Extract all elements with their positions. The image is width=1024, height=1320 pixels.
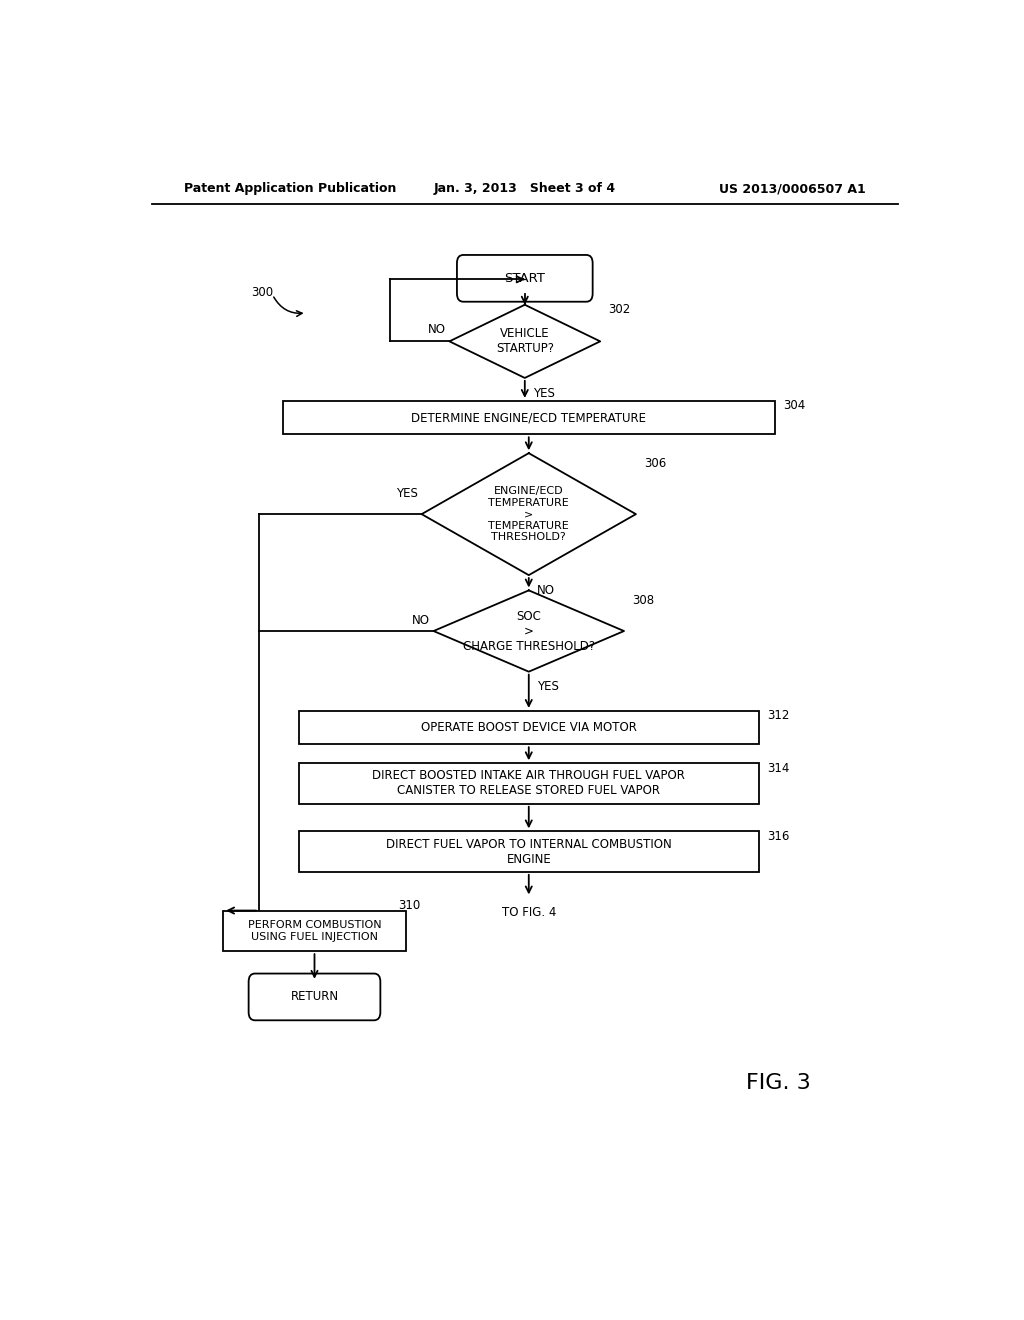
Text: YES: YES xyxy=(537,680,558,693)
Text: RETURN: RETURN xyxy=(291,990,339,1003)
Text: Jan. 3, 2013   Sheet 3 of 4: Jan. 3, 2013 Sheet 3 of 4 xyxy=(434,182,615,195)
Text: YES: YES xyxy=(396,487,418,500)
Text: US 2013/0006507 A1: US 2013/0006507 A1 xyxy=(719,182,866,195)
Text: DETERMINE ENGINE/ECD TEMPERATURE: DETERMINE ENGINE/ECD TEMPERATURE xyxy=(412,411,646,424)
Text: 312: 312 xyxy=(767,709,790,722)
FancyBboxPatch shape xyxy=(249,974,380,1020)
Text: FIG. 3: FIG. 3 xyxy=(746,1073,811,1093)
Text: ENGINE/ECD
TEMPERATURE
>
TEMPERATURE
THRESHOLD?: ENGINE/ECD TEMPERATURE > TEMPERATURE THR… xyxy=(488,486,569,543)
Text: DIRECT FUEL VAPOR TO INTERNAL COMBUSTION
ENGINE: DIRECT FUEL VAPOR TO INTERNAL COMBUSTION… xyxy=(386,838,672,866)
Text: Patent Application Publication: Patent Application Publication xyxy=(183,182,396,195)
Text: NO: NO xyxy=(427,322,445,335)
Text: 300: 300 xyxy=(251,286,273,300)
Text: 310: 310 xyxy=(397,899,420,912)
Text: VEHICLE
STARTUP?: VEHICLE STARTUP? xyxy=(496,327,554,355)
Text: 302: 302 xyxy=(608,304,631,317)
Text: 306: 306 xyxy=(644,457,666,470)
Text: 308: 308 xyxy=(632,594,654,607)
Bar xyxy=(299,832,759,873)
Text: TO FIG. 4: TO FIG. 4 xyxy=(502,906,556,919)
Bar xyxy=(223,911,406,952)
Text: 316: 316 xyxy=(767,830,790,843)
Text: NO: NO xyxy=(537,583,555,597)
Text: SOC
>
CHARGE THRESHOLD?: SOC > CHARGE THRESHOLD? xyxy=(463,610,595,652)
Text: 304: 304 xyxy=(782,400,805,412)
Text: NO: NO xyxy=(412,614,430,627)
Text: START: START xyxy=(505,272,545,285)
Bar xyxy=(299,763,759,804)
Bar xyxy=(283,401,775,434)
Text: DIRECT BOOSTED INTAKE AIR THROUGH FUEL VAPOR
CANISTER TO RELEASE STORED FUEL VAP: DIRECT BOOSTED INTAKE AIR THROUGH FUEL V… xyxy=(373,770,685,797)
FancyBboxPatch shape xyxy=(457,255,593,302)
Text: 314: 314 xyxy=(767,762,790,775)
Text: PERFORM COMBUSTION
USING FUEL INJECTION: PERFORM COMBUSTION USING FUEL INJECTION xyxy=(248,920,381,941)
Text: YES: YES xyxy=(532,387,555,400)
Text: OPERATE BOOST DEVICE VIA MOTOR: OPERATE BOOST DEVICE VIA MOTOR xyxy=(421,721,637,734)
Bar xyxy=(299,710,759,744)
